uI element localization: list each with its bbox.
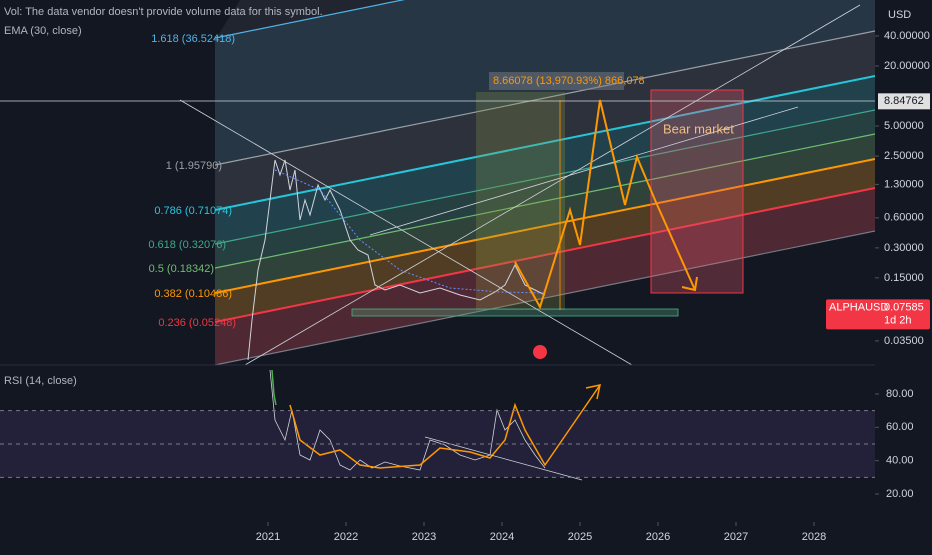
rsi-tick-label: 40.00 [886, 455, 914, 467]
fib-label: 0.382 (0.10486) [154, 288, 232, 300]
time-tick-label: 2028 [802, 531, 826, 543]
fib-label: 0.618 (0.32076) [148, 239, 226, 251]
time-tick-label: 2027 [724, 531, 748, 543]
currency: USD [888, 9, 911, 21]
fib-label: 0.5 (0.18342) [149, 263, 214, 275]
high-marker-box [878, 93, 930, 110]
high-marker-label: 8.84762 [884, 95, 924, 107]
countdown: 1d 2h [884, 314, 912, 326]
fib-label: 0.236 (0.05248) [158, 317, 236, 329]
price-tick-label: 0.03500 [884, 335, 924, 347]
fib-band [215, 76, 875, 244]
fib-line [214, 133, 875, 269]
price-tick-label: 20.00000 [884, 60, 930, 72]
price-tick-label: 0.15000 [884, 272, 924, 284]
drawings [0, 0, 875, 365]
fib-label: 1.618 (36.52418) [151, 33, 235, 45]
price-tick-label: 2.50000 [884, 150, 924, 162]
price-axis [875, 0, 932, 550]
fib-band [215, 31, 875, 210]
fib-band [215, 188, 875, 365]
time-tick-label: 2021 [256, 531, 280, 543]
zone-label: Bear market [663, 121, 734, 136]
symbol-label: ALPHAUSD [829, 301, 888, 313]
time-tick-label: 2024 [490, 531, 514, 543]
price-tick-label: 0.30000 [884, 242, 924, 254]
fib-line [214, 187, 875, 323]
fib-label: 1 (1.95790) [166, 160, 222, 172]
rsi-tick-label: 60.00 [886, 421, 914, 433]
time-tick-label: 2023 [412, 531, 436, 543]
fib-line [214, 158, 875, 294]
rsi-pane [0, 364, 932, 481]
fib-band [215, 134, 875, 293]
time-tick-label: 2025 [568, 531, 592, 543]
ema-label: EMA (30, close) [4, 25, 82, 37]
price-tick-label: 0.60000 [884, 212, 924, 224]
fib-line [214, 75, 875, 211]
fib-line [214, 0, 406, 39]
last-price-box [826, 299, 930, 330]
rsi-label: RSI (14, close) [4, 375, 77, 387]
fib-line [214, 30, 875, 166]
fib-label: 0.786 (0.71074) [154, 205, 232, 217]
time-tick-label: 2022 [334, 531, 358, 543]
fib-band [215, 159, 875, 322]
measure-label: 8.66078 (13,970.93%) 866,078 [493, 75, 645, 87]
vol-note: Vol: The data vendor doesn't provide vol… [4, 6, 323, 18]
fib-line [214, 109, 875, 245]
price-tick-label: 1.30000 [884, 178, 924, 190]
price-tick-label: 5.00000 [884, 120, 924, 132]
rsi-tick-label: 20.00 [886, 488, 914, 500]
last-price-label: 0.07585 [884, 301, 924, 313]
rsi-tick-label: 80.00 [886, 388, 914, 400]
time-tick-label: 2026 [646, 531, 670, 543]
event-icon[interactable] [533, 345, 547, 359]
fib-line [214, 230, 875, 365]
price-tick-label: 40.00000 [884, 30, 930, 42]
